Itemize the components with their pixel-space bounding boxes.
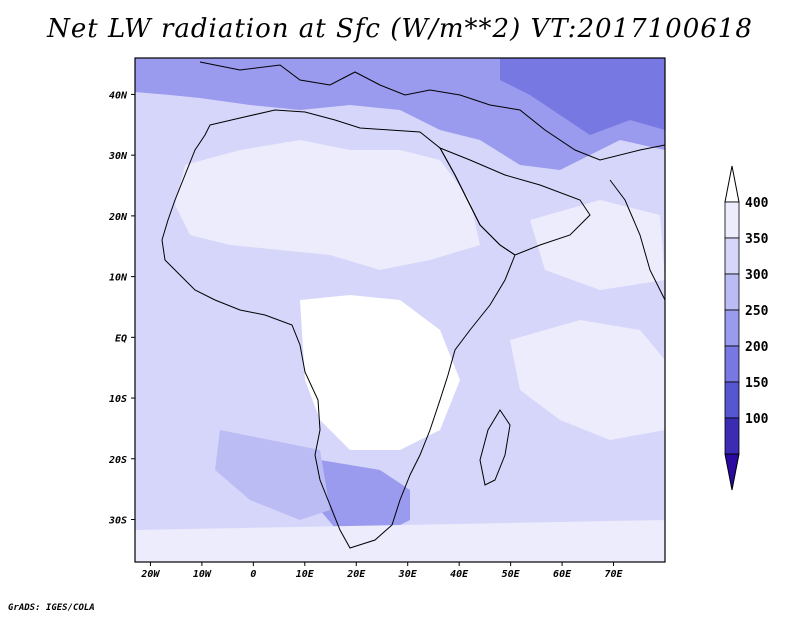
colorbar-swatch xyxy=(724,309,740,347)
x-tick-label: 20W xyxy=(140,569,160,580)
x-tick-label: 10E xyxy=(296,569,315,580)
map-frame xyxy=(134,57,666,563)
x-axis-ticks: 20W 10W 0 10E 20E 30E 40E 50E 60E 70E xyxy=(140,562,624,580)
x-tick-label: 50E xyxy=(502,569,521,580)
map-title: Net LW radiation at Sfc (W/m**2) VT:2017… xyxy=(47,14,753,44)
region-asia-dark xyxy=(500,58,665,135)
region-southern-strip xyxy=(135,520,665,562)
coastlines xyxy=(161,61,665,549)
x-tick-label: 10W xyxy=(193,569,212,580)
x-tick-label: 20E xyxy=(346,569,366,580)
region-arabian-sea xyxy=(530,200,665,290)
colorbar-swatch xyxy=(724,381,740,419)
y-tick-label: 20S xyxy=(108,455,127,466)
footer-credit: GrADS: IGES/COLA xyxy=(8,603,95,613)
colorbar-swatch xyxy=(724,345,740,383)
europe-outline xyxy=(199,61,665,161)
y-axis-ticks: 40N 30N 20N 10N EQ 10S 20S 30S xyxy=(108,90,135,526)
colorbar-swatch xyxy=(724,201,740,239)
colorbar-label: 200 xyxy=(745,340,769,355)
colorbar: 400 350 300 250 200 150 100 xyxy=(724,165,769,491)
x-tick-label: 40E xyxy=(450,569,469,580)
y-tick-label: EQ xyxy=(115,333,127,344)
region-sahara xyxy=(175,140,480,270)
colorbar-label: 250 xyxy=(745,304,769,319)
colorbar-swatch xyxy=(724,237,740,275)
y-tick-label: 40N xyxy=(109,90,128,101)
region-se-atlantic xyxy=(215,430,330,520)
colorbar-top-arrow xyxy=(724,165,740,203)
colorbar-label: 100 xyxy=(745,412,769,427)
region-central-africa xyxy=(300,295,460,450)
colorbar-label: 300 xyxy=(745,268,769,283)
x-tick-label: 0 xyxy=(250,569,256,580)
y-tick-label: 20N xyxy=(108,212,128,223)
colorbar-bottom-arrow xyxy=(724,453,740,491)
colorbar-swatch xyxy=(724,417,740,455)
colorbar-label: 150 xyxy=(745,376,769,391)
colorbar-swatch xyxy=(724,273,740,311)
madagascar-outline xyxy=(479,409,511,486)
x-tick-label: 70E xyxy=(605,569,624,580)
region-south-africa xyxy=(320,460,410,540)
colorbar-label: 350 xyxy=(745,232,769,247)
arabia-outline xyxy=(438,147,591,256)
y-tick-label: 10S xyxy=(109,394,127,405)
y-tick-label: 30N xyxy=(108,151,128,162)
region-indian-ocean xyxy=(510,320,665,440)
y-tick-label: 10N xyxy=(109,273,128,284)
colorbar-label: 400 xyxy=(745,196,769,211)
map-shading xyxy=(135,58,665,562)
x-tick-label: 30E xyxy=(398,569,418,580)
x-tick-label: 60E xyxy=(553,569,572,580)
y-tick-label: 30S xyxy=(108,515,127,526)
india-outline xyxy=(609,179,665,301)
